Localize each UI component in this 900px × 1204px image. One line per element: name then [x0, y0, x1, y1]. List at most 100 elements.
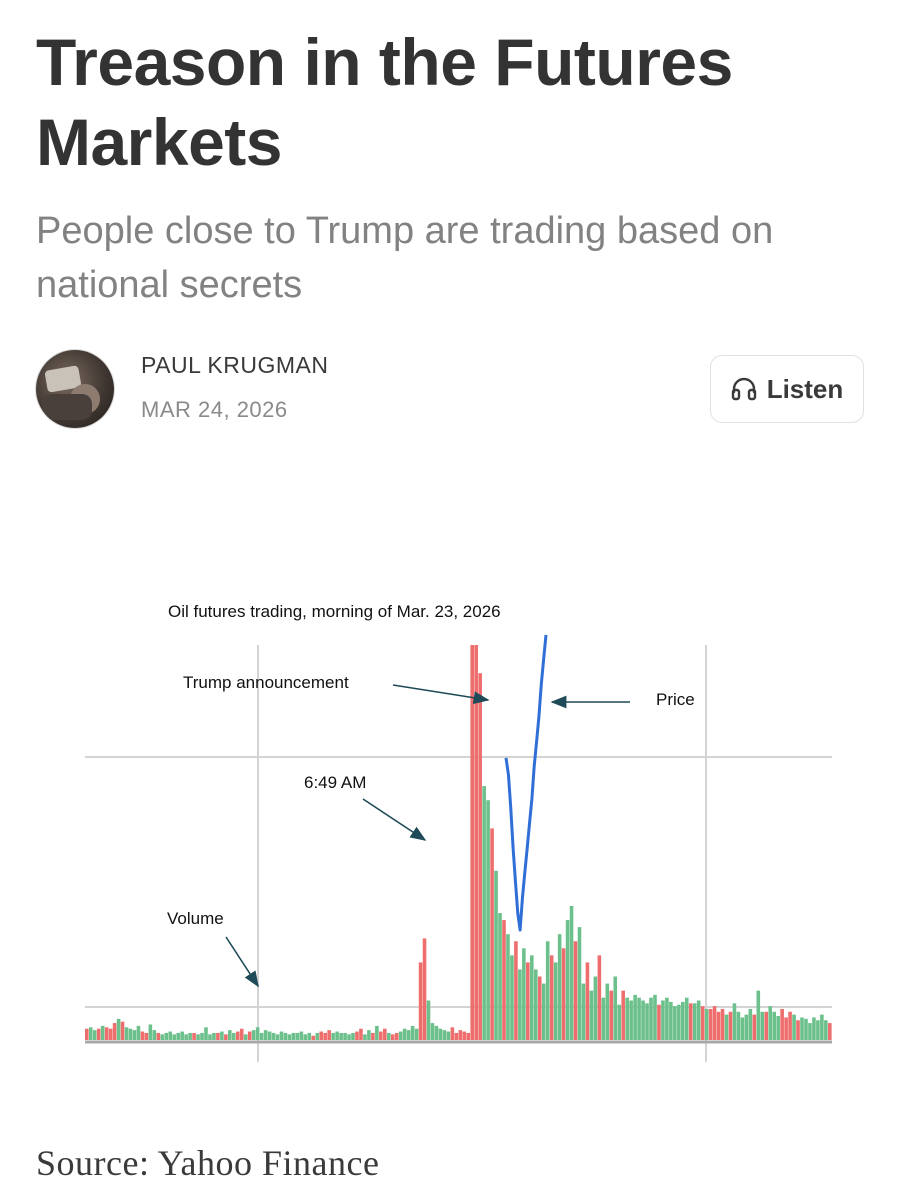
price-line	[504, 634, 548, 932]
volume-bar	[637, 997, 641, 1040]
volume-bar	[88, 1027, 93, 1040]
volume-bar	[172, 1034, 176, 1040]
volume-bar	[116, 1018, 121, 1040]
volume-bar	[148, 1024, 153, 1040]
volume-bar	[367, 1030, 371, 1041]
volume-bar	[216, 1032, 220, 1040]
volume-bar	[450, 1027, 455, 1040]
volume-bar	[243, 1034, 248, 1040]
volume-bar	[681, 1001, 685, 1040]
volume-bar	[434, 1025, 439, 1040]
author-name[interactable]: PAUL KRUGMAN	[141, 352, 329, 378]
volume-bar	[589, 990, 594, 1041]
volume-bar	[561, 948, 566, 1040]
volume-bar	[438, 1028, 443, 1040]
volume-bar	[601, 997, 606, 1040]
volume-bar	[478, 673, 482, 1040]
volume-bar	[474, 645, 478, 1040]
volume-bar	[796, 1020, 800, 1040]
volume-bar	[351, 1032, 355, 1040]
volume-bar	[585, 962, 590, 1040]
listen-button[interactable]: Listen	[710, 355, 864, 423]
volume-bar	[375, 1025, 379, 1040]
volume-bar	[184, 1034, 188, 1040]
volume-bar	[720, 1008, 725, 1040]
volume-bar	[629, 1000, 633, 1040]
volume-bar	[744, 1014, 749, 1040]
volume-bar	[152, 1030, 157, 1041]
volume-bar	[522, 948, 526, 1040]
volume-bar	[490, 828, 494, 1040]
volume-bar	[251, 1030, 256, 1041]
volume-bar	[788, 1011, 792, 1040]
volume-bar	[812, 1017, 816, 1040]
volume-bar	[581, 983, 586, 1040]
volume-bar	[347, 1034, 351, 1040]
volume-bar	[410, 1025, 415, 1040]
volume-bar	[275, 1034, 280, 1040]
volume-bar	[641, 1000, 645, 1040]
volume-bar	[426, 1000, 431, 1040]
volume-bar	[132, 1030, 137, 1041]
volume-bar	[625, 997, 629, 1040]
volume-bar	[287, 1034, 292, 1040]
volume-bar	[204, 1027, 208, 1040]
volume-bar	[235, 1031, 240, 1040]
annotations: Trump announcement Price 6:49 AM Volume	[167, 673, 695, 988]
volume-bar	[104, 1027, 109, 1040]
volume-bar	[383, 1028, 387, 1040]
volume-bar	[514, 941, 518, 1040]
volume-bar	[617, 1004, 622, 1040]
volume-bar	[712, 1006, 717, 1040]
volume-bar	[653, 994, 657, 1040]
article-subtitle: People close to Trump are trading based …	[36, 210, 774, 306]
volume-bar	[398, 1031, 403, 1040]
volume-bar	[760, 1011, 765, 1040]
volume-bar	[661, 1000, 665, 1040]
volume-bar	[386, 1032, 391, 1040]
volume-bar	[379, 1031, 383, 1040]
volume-bar	[247, 1031, 252, 1040]
volume-bar	[665, 997, 669, 1040]
volume-bar	[299, 1031, 304, 1040]
volume-bar	[724, 1014, 729, 1040]
volume-bar	[208, 1034, 212, 1040]
volume-bar	[621, 990, 625, 1041]
volume-bar	[692, 1003, 697, 1040]
volume-bar	[359, 1028, 363, 1040]
volume-bar	[200, 1032, 204, 1040]
volume-bars	[85, 645, 832, 1041]
volume-bar	[128, 1028, 133, 1040]
volume-bar	[462, 1031, 467, 1040]
volume-bar	[565, 920, 570, 1040]
volume-bar	[140, 1031, 145, 1040]
volume-bar	[180, 1031, 184, 1040]
volume-bar	[553, 962, 558, 1040]
volume-bar	[446, 1031, 451, 1040]
volume-bar	[92, 1030, 97, 1041]
volume-bar	[494, 870, 498, 1040]
volume-bar	[112, 1023, 117, 1040]
volume-bar	[577, 927, 582, 1040]
volume-bar	[569, 905, 574, 1040]
volume-bar	[545, 941, 550, 1040]
volume-bar	[96, 1028, 101, 1040]
volume-bar	[533, 969, 538, 1040]
volume-bar	[120, 1021, 125, 1040]
volume-bar	[541, 983, 546, 1040]
volume-bar	[307, 1032, 312, 1040]
author-avatar[interactable]	[36, 350, 114, 428]
volume-bar	[688, 1003, 693, 1040]
volume-bar	[271, 1032, 276, 1040]
volume-bar	[669, 1001, 673, 1040]
article-title: Treason in the Futures Markets	[36, 25, 733, 179]
volume-bar	[704, 1008, 709, 1040]
annotation-volume: Volume	[167, 909, 224, 928]
volume-bar	[649, 997, 653, 1040]
volume-bar	[573, 941, 578, 1040]
volume-bar	[442, 1030, 447, 1041]
volume-bar	[228, 1030, 232, 1041]
volume-bar	[331, 1032, 335, 1040]
volume-bar	[828, 1023, 832, 1040]
volume-bar	[164, 1032, 169, 1040]
